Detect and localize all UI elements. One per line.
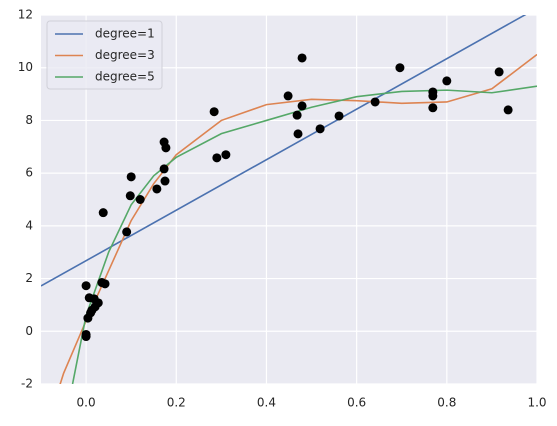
data-point	[159, 164, 169, 174]
legend-label: degree=3	[95, 48, 155, 62]
data-point	[100, 279, 110, 289]
y-tick-label: 8	[25, 113, 33, 127]
x-tick-label: 0.6	[347, 396, 366, 410]
y-tick-label: 0	[25, 324, 33, 338]
data-point	[293, 129, 303, 139]
data-point	[212, 153, 222, 163]
x-tick-label: 0.2	[167, 396, 186, 410]
data-point	[283, 91, 293, 101]
data-point	[81, 332, 91, 342]
data-point	[93, 298, 103, 308]
data-point	[315, 124, 325, 134]
y-tick-label: 10	[18, 60, 33, 74]
data-point	[126, 172, 136, 182]
legend-label: degree=5	[95, 70, 155, 84]
data-point	[209, 107, 219, 117]
legend-label: degree=1	[95, 27, 155, 41]
x-tick-label: 0.0	[77, 396, 96, 410]
data-point	[297, 101, 307, 111]
data-point	[81, 281, 91, 291]
data-point	[152, 184, 162, 194]
data-point	[221, 150, 231, 160]
data-point	[122, 227, 132, 237]
x-tick-label: 0.8	[437, 396, 456, 410]
data-point	[98, 208, 108, 218]
y-tick-label: -2	[21, 377, 33, 391]
legend: degree=1 degree=3 degree=5	[46, 20, 163, 90]
y-tick-label: 12	[18, 8, 33, 22]
data-point	[292, 110, 302, 120]
data-point	[494, 67, 504, 77]
data-point	[428, 103, 438, 113]
data-point	[161, 143, 171, 153]
data-point	[135, 195, 145, 204]
data-point	[370, 97, 380, 107]
fit-line	[71, 85, 537, 384]
y-tick-label: 6	[25, 166, 33, 180]
legend-box	[46, 20, 163, 90]
data-point	[395, 63, 405, 73]
data-point	[297, 53, 307, 63]
data-point	[334, 111, 344, 121]
y-tick-label: 2	[25, 271, 33, 285]
data-point	[125, 191, 135, 201]
x-tick-label: 0.4	[257, 396, 276, 410]
plot-content	[41, 15, 537, 384]
fit-line	[41, 15, 527, 287]
y-tick-label: 4	[25, 218, 33, 232]
data-point	[160, 176, 170, 186]
data-point	[503, 105, 513, 115]
data-point	[442, 76, 452, 86]
x-tick-label: 1.0	[527, 396, 546, 410]
data-point	[428, 87, 438, 97]
